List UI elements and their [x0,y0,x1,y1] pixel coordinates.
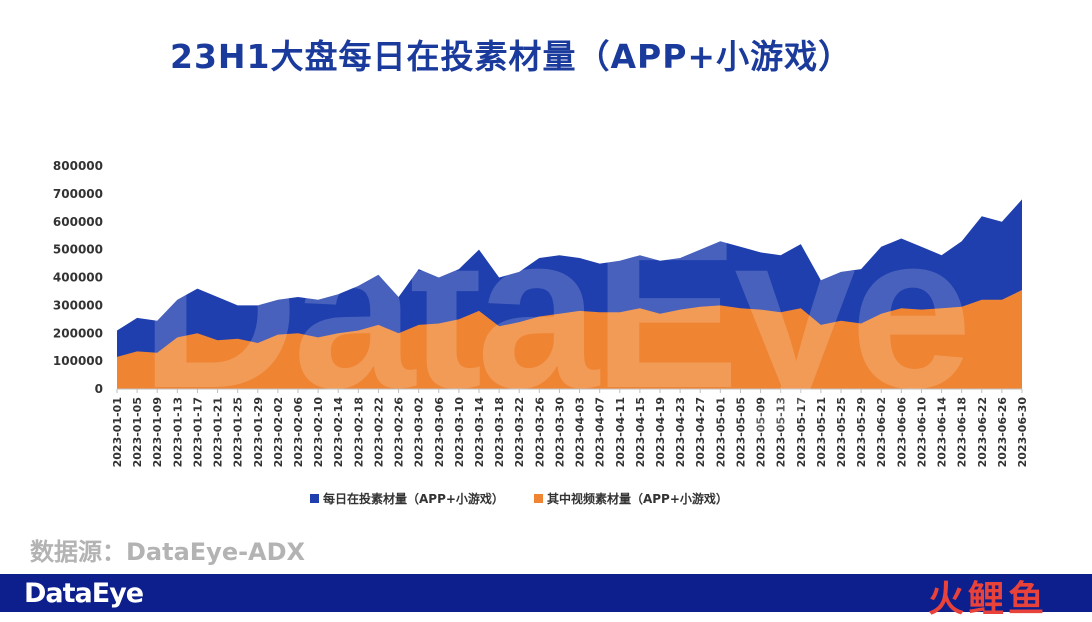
x-tick-label-17: 2023-03-10 [453,397,466,468]
x-tick-label-30: 2023-05-01 [714,397,727,467]
legend-label-video: 其中视频素材量（APP+小游戏） [546,492,728,506]
x-tick-label-41: 2023-06-14 [936,397,949,468]
x-tick-label-34: 2023-05-17 [795,397,808,467]
y-tick-label-2: 600000 [53,215,103,229]
data-source-label: 数据源：DataEye-ADX [30,538,306,566]
legend-item-video: 其中视频素材量（APP+小游戏） [533,490,728,507]
x-tick-label-37: 2023-05-29 [855,397,868,467]
y-tick-label-8: 0 [95,382,103,396]
legend-swatch-video [533,494,543,503]
x-tick-label-35: 2023-05-21 [815,397,828,467]
x-tick-label-10: 2023-02-10 [312,397,325,468]
x-tick-label-15: 2023-03-02 [413,397,426,467]
x-tick-label-27: 2023-04-19 [654,397,667,467]
x-tick-label-6: 2023-01-25 [232,397,245,467]
x-tick-label-8: 2023-02-02 [272,397,285,467]
x-tick-label-38: 2023-06-02 [875,397,888,467]
chart-legend: 每日在投素材量（APP+小游戏） 其中视频素材量（APP+小游戏） [310,490,728,507]
x-tick-label-44: 2023-06-26 [996,397,1009,468]
x-tick-label-18: 2023-03-14 [473,397,486,468]
x-tick-label-40: 2023-06-10 [915,397,928,468]
x-tick-label-32: 2023-05-09 [755,397,768,467]
legend-swatch-total [310,494,319,503]
y-tick-label-4: 400000 [53,271,103,285]
footer-partner-logo: 火鲤鱼 [928,579,1049,620]
x-tick-label-7: 2023-01-29 [252,397,265,467]
x-tick-label-13: 2023-02-22 [372,397,385,467]
x-tick-label-3: 2023-01-13 [171,397,184,467]
x-tick-label-19: 2023-03-18 [493,397,506,467]
x-tick-label-23: 2023-04-03 [574,397,587,467]
x-tick-label-16: 2023-03-06 [433,397,446,468]
x-tick-label-9: 2023-02-06 [292,397,305,468]
x-tick-label-11: 2023-02-14 [332,397,345,468]
legend-item-total: 每日在投素材量（APP+小游戏） [310,490,504,507]
y-tick-label-0: 800000 [53,159,103,173]
x-tick-label-36: 2023-05-25 [835,397,848,467]
x-tick-label-4: 2023-01-17 [191,397,204,467]
x-tick-label-12: 2023-02-18 [352,397,365,467]
chart-title: 23H1大盘每日在投素材量（APP+小游戏） [170,37,853,76]
x-tick-label-42: 2023-06-18 [956,397,969,467]
x-tick-label-26: 2023-04-15 [634,397,647,467]
x-tick-label-45: 2023-06-30 [1016,397,1029,468]
y-tick-label-5: 300000 [53,298,103,312]
x-tick-label-28: 2023-04-23 [674,397,687,467]
footer-brand-logo: DataEye [24,578,144,609]
x-tick-label-29: 2023-04-27 [694,397,707,467]
y-tick-label-3: 500000 [53,243,103,257]
y-tick-label-6: 200000 [53,326,103,340]
y-tick-label-7: 100000 [53,354,103,368]
x-tick-label-1: 2023-01-05 [131,397,144,467]
footer-bar [0,574,1092,612]
x-tick-label-2: 2023-01-09 [151,397,164,467]
x-tick-label-31: 2023-05-05 [734,397,747,467]
x-tick-label-14: 2023-02-26 [393,397,406,468]
area-series-1 [117,290,1022,389]
x-tick-label-43: 2023-06-22 [976,397,989,467]
x-tick-label-39: 2023-06-06 [895,397,908,468]
y-tick-label-1: 700000 [53,187,103,201]
x-tick-label-24: 2023-04-07 [594,397,607,467]
x-tick-label-5: 2023-01-21 [212,397,225,467]
legend-label-total: 每日在投素材量（APP+小游戏） [323,492,504,506]
x-tick-label-22: 2023-03-30 [553,397,566,468]
x-tick-label-0: 2023-01-01 [111,397,124,467]
x-tick-label-33: 2023-05-13 [775,397,788,467]
x-tick-label-20: 2023-03-22 [513,397,526,467]
x-tick-label-25: 2023-04-11 [614,397,627,467]
x-tick-label-21: 2023-03-26 [533,397,546,468]
